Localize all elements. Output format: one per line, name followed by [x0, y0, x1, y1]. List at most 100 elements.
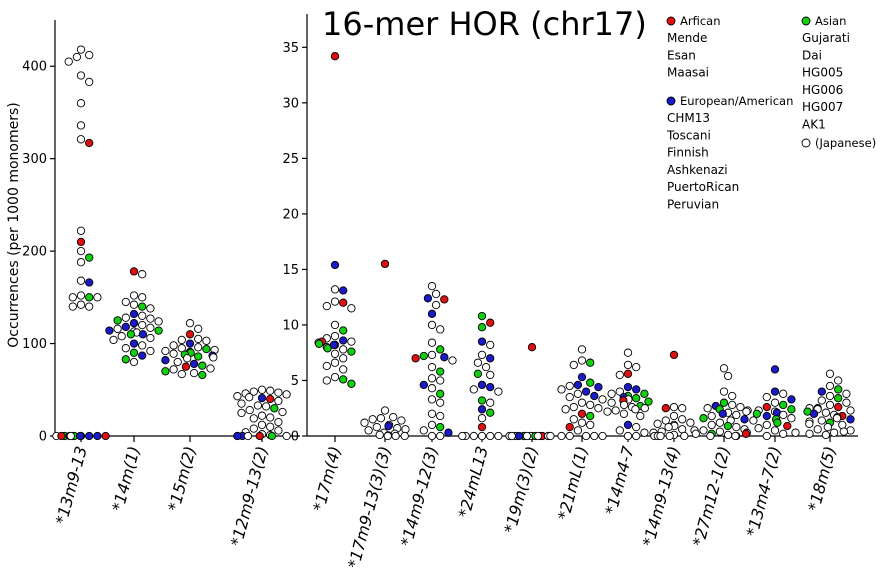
data-point	[73, 53, 80, 60]
y-tick-label: 400	[22, 60, 47, 75]
data-point	[449, 357, 456, 364]
data-point	[238, 409, 245, 416]
data-point	[267, 414, 274, 421]
data-point	[279, 408, 286, 415]
data-point	[330, 341, 337, 348]
data-point	[788, 396, 795, 403]
data-point	[203, 345, 210, 352]
x-category-label: *27m12-1(2)	[689, 444, 734, 548]
data-point	[139, 352, 146, 359]
data-point	[566, 432, 573, 439]
data-point	[86, 78, 93, 85]
data-point	[599, 432, 606, 439]
data-point	[578, 410, 585, 417]
data-point	[86, 279, 93, 286]
data-point	[182, 363, 189, 370]
legend-group-label: (Japanese)	[815, 136, 876, 150]
data-point	[94, 294, 101, 301]
x-category-label: *14m4-7	[601, 443, 638, 516]
data-point	[704, 405, 711, 412]
data-point	[835, 377, 842, 384]
data-point	[724, 422, 731, 429]
data-point	[437, 432, 444, 439]
data-point	[130, 340, 137, 347]
data-point	[578, 419, 585, 426]
data-point	[147, 347, 154, 354]
data-point	[670, 412, 677, 419]
data-point	[376, 431, 383, 438]
data-point	[267, 423, 274, 430]
x-category-label: *15m(2)	[164, 444, 200, 513]
data-point	[437, 399, 444, 406]
data-point	[348, 348, 355, 355]
labels-layer: *13m9-13 *14m(1) *15m(2) *12m9-13(2) *17m(4)…	[52, 443, 840, 570]
data-point	[77, 277, 84, 284]
y-tick-label: 35	[282, 41, 299, 56]
data-point	[155, 318, 162, 325]
data-point	[474, 359, 481, 366]
data-point	[508, 432, 515, 439]
data-point	[86, 294, 93, 301]
data-point	[77, 247, 84, 254]
data-point	[437, 390, 444, 397]
data-point	[207, 365, 214, 372]
legend-item: PuertoRican	[667, 180, 739, 194]
data-point	[534, 432, 541, 439]
data-point	[77, 238, 84, 245]
data-point	[186, 340, 193, 347]
data-point	[641, 405, 648, 412]
data-point	[487, 319, 494, 326]
data-point	[750, 417, 757, 424]
data-point	[482, 363, 489, 370]
data-point	[130, 301, 137, 308]
data-point	[716, 419, 723, 426]
data-point	[495, 388, 502, 395]
data-point	[77, 259, 84, 266]
data-point	[810, 410, 817, 417]
data-point	[420, 381, 427, 388]
data-point	[818, 417, 825, 424]
data-point	[670, 403, 677, 410]
data-point	[474, 370, 481, 377]
legend-item: Gujarati	[802, 31, 850, 45]
data-point	[666, 432, 673, 439]
data-point	[578, 346, 585, 353]
data-point	[763, 432, 770, 439]
data-point	[267, 395, 274, 402]
data-point	[692, 430, 699, 437]
data-point	[250, 415, 257, 422]
data-point	[753, 410, 760, 417]
data-point	[130, 349, 137, 356]
data-point	[478, 338, 485, 345]
data-point	[662, 405, 669, 412]
y-tick-label: 200	[22, 245, 47, 260]
legend-marker	[802, 17, 810, 25]
data-point	[340, 366, 347, 373]
legend-item: HG006	[802, 83, 843, 97]
data-point	[720, 399, 727, 406]
data-point	[847, 416, 854, 423]
data-point	[428, 363, 435, 370]
data-point	[77, 46, 84, 53]
data-point	[437, 346, 444, 353]
legend-item: AK1	[802, 118, 826, 132]
legend-group-label: European/American	[680, 94, 793, 108]
x-category-label: *13m9-13	[52, 444, 91, 526]
data-point	[234, 432, 241, 439]
data-point	[340, 337, 347, 344]
data-point	[365, 427, 372, 434]
data-point	[432, 301, 439, 308]
data-point	[147, 334, 154, 341]
data-point	[340, 355, 347, 362]
x-category-label: *19m(3)(2)	[500, 444, 541, 535]
data-point	[633, 386, 640, 393]
data-point	[331, 286, 338, 293]
data-point	[428, 375, 435, 382]
data-point	[162, 357, 169, 364]
data-point	[487, 355, 494, 362]
data-point	[210, 354, 217, 361]
data-point	[441, 354, 448, 361]
legend-item: Toscani	[666, 128, 711, 142]
data-point	[162, 347, 169, 354]
data-point	[755, 425, 762, 432]
